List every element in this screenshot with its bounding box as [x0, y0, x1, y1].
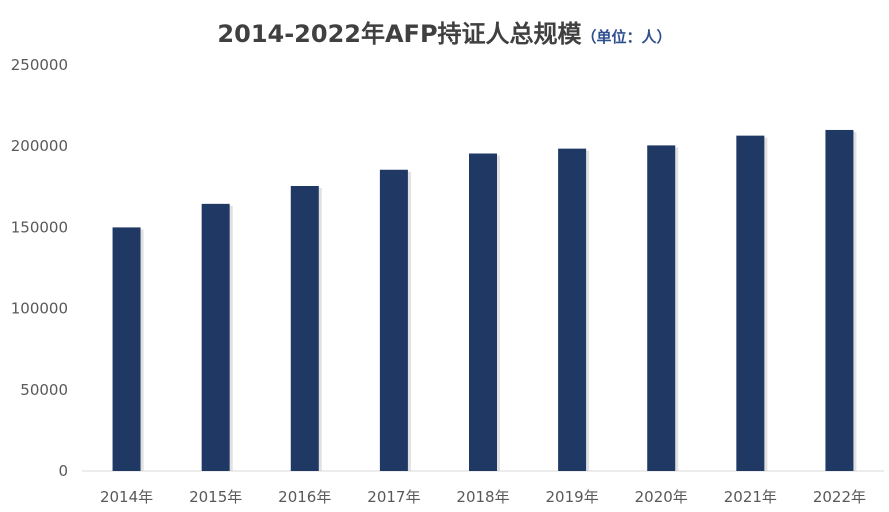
x-tick-label: 2019年	[546, 488, 599, 506]
x-tick-label: 2018年	[456, 488, 509, 506]
x-tick-label: 2017年	[367, 488, 420, 506]
bar	[558, 148, 587, 472]
bar	[469, 153, 497, 471]
x-tick-label: 2014年	[100, 488, 153, 506]
bar	[112, 227, 141, 471]
bar	[647, 145, 676, 471]
y-tick-label: 250000	[11, 56, 68, 74]
x-tick-label: 2016年	[278, 488, 331, 506]
y-tick-label: 200000	[11, 137, 68, 155]
y-tick-label: 0	[58, 462, 68, 480]
x-tick-label: 2021年	[724, 488, 777, 506]
y-tick-label: 50000	[20, 381, 68, 399]
x-tick-label: 2022年	[813, 488, 866, 506]
y-tick-label: 100000	[11, 300, 68, 318]
y-tick-label: 150000	[11, 218, 68, 236]
bar	[379, 169, 408, 472]
x-tick-label: 2020年	[635, 488, 688, 506]
bar	[736, 135, 765, 472]
bar	[825, 129, 854, 471]
bar	[290, 185, 319, 471]
bar	[201, 203, 230, 472]
chart-title-main: 2014-2022年AFP持证人总规模	[217, 20, 582, 48]
x-tick-label: 2015年	[189, 488, 242, 506]
chart-title: 2014-2022年AFP持证人总规模（单位：人）	[0, 14, 889, 49]
chart-title-unit: （单位：人）	[581, 28, 672, 46]
